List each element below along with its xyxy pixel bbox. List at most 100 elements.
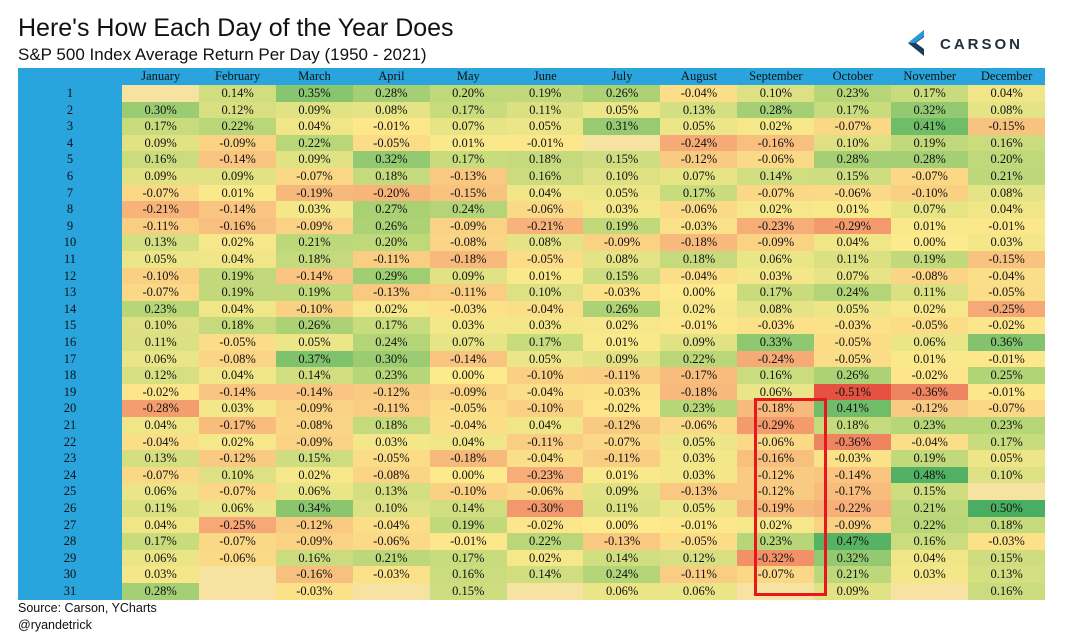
heat-cell: 0.00% (429, 367, 507, 385)
heat-cell: -0.05% (967, 284, 1046, 302)
day-label: 2 (18, 101, 122, 119)
heat-cell: -0.30% (506, 500, 584, 518)
heat-cell: -0.07% (198, 533, 277, 551)
heat-cell: -0.02% (506, 516, 584, 534)
day-label: 11 (18, 251, 122, 269)
heat-cell: -0.14% (198, 383, 277, 401)
heat-cell: 0.06% (122, 350, 200, 368)
day-label: 13 (18, 284, 122, 302)
heat-cell: 0.00% (891, 234, 969, 252)
heat-cell: -0.04% (891, 433, 969, 451)
heat-cell: -0.06% (506, 201, 584, 219)
heat-cell: 0.13% (122, 450, 200, 468)
heat-cell: 0.09% (814, 583, 892, 601)
day-label: 6 (18, 168, 122, 186)
heat-cell: -0.03% (660, 217, 738, 235)
carson-chevron-icon (908, 30, 924, 56)
heat-cell: 0.03% (891, 566, 969, 584)
heat-cell: -0.06% (506, 483, 584, 501)
heat-cell: 0.30% (122, 101, 200, 119)
month-header: April (352, 68, 431, 85)
heat-cell: 0.14% (583, 549, 661, 567)
heat-cell: -0.09% (429, 383, 507, 401)
heat-cell: 0.27% (352, 201, 431, 219)
heat-cell (198, 583, 277, 601)
heat-cell: 0.02% (891, 300, 969, 318)
day-label: 8 (18, 201, 122, 219)
heat-cell: 0.11% (583, 500, 661, 518)
heat-cell: 0.01% (583, 466, 661, 484)
heat-cell: 0.06% (122, 483, 200, 501)
heat-cell: -0.06% (814, 184, 892, 202)
heat-cell: 0.01% (506, 267, 584, 285)
heat-cell: -0.21% (122, 201, 200, 219)
heat-cell: 0.16% (275, 549, 354, 567)
heat-cell: -0.17% (198, 417, 277, 435)
heat-cell: 0.23% (891, 417, 969, 435)
heat-cell: 0.06% (737, 383, 815, 401)
heat-cell: 0.41% (891, 118, 969, 136)
heat-cell: 0.03% (660, 466, 738, 484)
heat-cell: -0.09% (429, 217, 507, 235)
heat-cell: -0.12% (583, 417, 661, 435)
heat-cell: 0.08% (967, 101, 1046, 119)
heat-cell: 0.33% (737, 334, 815, 352)
heat-cell: 0.18% (275, 251, 354, 269)
heat-cell: -0.12% (352, 383, 431, 401)
heat-cell: 0.07% (891, 201, 969, 219)
heat-cell: -0.06% (737, 151, 815, 169)
heat-cell: 0.16% (506, 168, 584, 186)
heat-cell: -0.08% (352, 466, 431, 484)
heat-cell: -0.36% (891, 383, 969, 401)
heat-cell: -0.05% (429, 400, 507, 418)
day-row: 28 0.17% -0.07% -0.09% -0.06% -0.01% 0.22% -0.1… (18, 533, 1046, 551)
heat-cell: 0.00% (660, 284, 738, 302)
heat-cell: -0.05% (352, 134, 431, 152)
heat-cell: 0.01% (814, 201, 892, 219)
heat-cell: -0.01% (352, 118, 431, 136)
heat-cell: 0.08% (583, 251, 661, 269)
heat-cell: 0.18% (660, 251, 738, 269)
heat-cell: 0.00% (583, 516, 661, 534)
heat-cell: 0.21% (967, 168, 1046, 186)
heat-cell: 0.04% (122, 516, 200, 534)
heat-cell: -0.14% (198, 151, 277, 169)
heat-cell: 0.15% (891, 483, 969, 501)
heat-cell: 0.17% (429, 101, 507, 119)
heat-cell: -0.14% (275, 267, 354, 285)
heat-cell: -0.01% (967, 217, 1046, 235)
heat-cell: 0.16% (891, 533, 969, 551)
heat-cell: 0.13% (660, 101, 738, 119)
heat-cell: 0.09% (275, 151, 354, 169)
heat-cell: -0.51% (814, 383, 892, 401)
corner-cell (18, 68, 122, 85)
heat-cell: -0.04% (967, 267, 1046, 285)
heat-cell: 0.18% (352, 168, 431, 186)
heat-cell: -0.17% (814, 483, 892, 501)
heat-cell: -0.08% (891, 267, 969, 285)
heat-cell: -0.14% (275, 383, 354, 401)
heat-cell: 0.01% (891, 350, 969, 368)
heat-cell: -0.10% (275, 300, 354, 318)
heat-cell: -0.08% (275, 417, 354, 435)
heat-cell: 0.02% (737, 118, 815, 136)
heat-cell: 0.07% (660, 168, 738, 186)
heat-cell: -0.09% (737, 234, 815, 252)
month-header: May (429, 68, 507, 85)
day-label: 29 (18, 549, 122, 567)
heat-cell: -0.05% (506, 251, 584, 269)
heat-cell: -0.09% (275, 533, 354, 551)
heat-cell: -0.03% (275, 583, 354, 601)
heat-cell: 0.21% (275, 234, 354, 252)
heat-cell: 0.06% (122, 549, 200, 567)
heat-cell: 0.10% (198, 466, 277, 484)
heat-cell: -0.09% (275, 400, 354, 418)
heat-cell: 0.03% (660, 450, 738, 468)
heat-cell: -0.13% (583, 533, 661, 551)
heat-cell: 0.07% (429, 334, 507, 352)
day-label: 26 (18, 500, 122, 518)
heat-cell: 0.16% (429, 566, 507, 584)
heat-cell: 0.08% (506, 234, 584, 252)
day-label: 12 (18, 267, 122, 285)
day-label: 24 (18, 466, 122, 484)
